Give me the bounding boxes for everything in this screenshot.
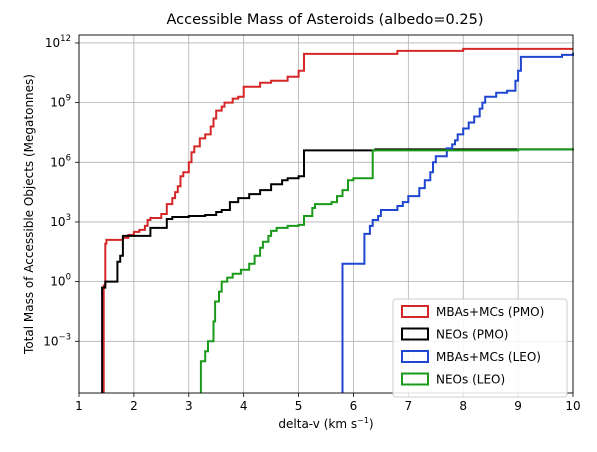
grid-lines [78, 35, 574, 393]
x-tick-label: 2 [130, 399, 138, 413]
x-tick-label: 7 [405, 399, 413, 413]
x-axis-label-exponent: −1 [357, 416, 369, 425]
y-tick-label: 1012 [45, 34, 71, 50]
chart-title: Accessible Mass of Asteroids (albedo=0.2… [167, 12, 484, 28]
legend-frame [392, 298, 568, 398]
x-tick-label: 8 [459, 399, 467, 413]
x-tick-label: 3 [185, 399, 193, 413]
legend-swatch-3 [401, 372, 429, 386]
legend-label-0: MBAs+MCs (PMO) [436, 305, 544, 319]
y-tick-label: 109 [50, 94, 71, 110]
plot-frame [78, 34, 574, 394]
y-axis-label: Total Mass of Accessible Objects (Megato… [22, 74, 36, 355]
x-axis-label: delta-v (km s−1) [278, 416, 373, 431]
legend-label-3: NEOs (LEO) [436, 373, 505, 387]
legend: MBAs+MCs (PMO) NEOs (PMO) MBAs+MCs (LEO) NE… [392, 298, 568, 398]
x-tick-label: 9 [514, 399, 522, 413]
y-tick-label: 100 [50, 273, 71, 289]
legend-swatch-1 [401, 327, 429, 341]
y-axis-ticks: 1012 109 106 103 100 10−3 [43, 34, 79, 348]
y-tick-label: 106 [50, 153, 71, 169]
legend-label-1: NEOs (PMO) [436, 328, 508, 342]
series-line-2 [341, 52, 574, 393]
series-line-0 [102, 47, 573, 393]
legend-swatch-2 [401, 350, 429, 363]
legend-label-2: MBAs+MCs (LEO) [436, 350, 541, 364]
y-tick-label: 10−3 [43, 332, 71, 348]
x-tick-label: 4 [240, 399, 248, 413]
x-axis-ticks: 1 2 3 4 5 6 7 8 9 10 [75, 393, 581, 413]
series-group [101, 47, 574, 393]
x-tick-label: 5 [295, 399, 303, 413]
x-tick-label: 6 [350, 399, 358, 413]
x-axis-label-main: delta-v (km s [278, 417, 357, 431]
legend-swatch-0 [401, 305, 429, 318]
series-line-1 [101, 148, 573, 393]
series-line-3 [199, 148, 574, 393]
x-tick-label: 1 [75, 399, 83, 413]
x-axis-label-suffix: ) [369, 417, 374, 431]
x-tick-label: 10 [565, 399, 580, 413]
y-tick-label: 103 [50, 213, 71, 229]
